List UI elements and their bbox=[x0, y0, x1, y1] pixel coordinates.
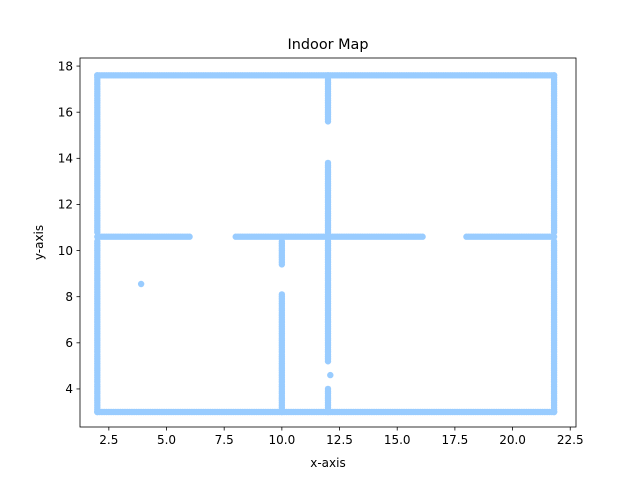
x-axis-ticks: 2.5 5.0 7.5 10.0 12.5 15.0 17.5 20.0 22.5 bbox=[99, 427, 584, 447]
y-tick-label: 18 bbox=[58, 59, 73, 73]
chart-title: Indoor Map bbox=[288, 37, 369, 53]
scatter-point bbox=[94, 72, 101, 79]
x-tick-label: 10.0 bbox=[269, 433, 296, 447]
x-axis-label: x-axis bbox=[310, 456, 345, 470]
scatter-point bbox=[550, 233, 558, 240]
y-tick-label: 14 bbox=[58, 152, 73, 166]
x-tick-label: 15.0 bbox=[384, 433, 411, 447]
x-tick-label: 7.5 bbox=[215, 433, 234, 447]
scatter-point bbox=[550, 72, 558, 79]
y-axis-ticks: 4 6 8 10 12 14 16 18 bbox=[58, 59, 80, 396]
y-axis-label: y-axis bbox=[32, 225, 46, 260]
scatter-point bbox=[186, 233, 193, 240]
x-tick-label: 17.5 bbox=[442, 433, 469, 447]
scatter-point bbox=[278, 238, 286, 245]
scatter-point bbox=[137, 280, 145, 288]
plot-frame bbox=[79, 57, 577, 428]
scatter-points bbox=[94, 72, 558, 416]
y-tick-label: 4 bbox=[65, 382, 73, 396]
scatter-point bbox=[327, 371, 334, 379]
x-tick-label: 2.5 bbox=[99, 433, 118, 447]
y-tick-label: 12 bbox=[58, 198, 73, 212]
y-tick-label: 16 bbox=[58, 105, 73, 119]
scatter-point bbox=[278, 291, 286, 298]
x-tick-label: 22.5 bbox=[557, 433, 584, 447]
x-tick-label: 20.0 bbox=[499, 433, 526, 447]
y-tick-label: 8 bbox=[65, 290, 73, 304]
scatter-point bbox=[324, 72, 332, 79]
y-tick-label: 10 bbox=[58, 244, 73, 258]
scatter-point bbox=[324, 385, 332, 393]
x-tick-label: 12.5 bbox=[326, 433, 353, 447]
y-tick-label: 6 bbox=[65, 336, 73, 350]
x-tick-label: 5.0 bbox=[157, 433, 176, 447]
scatter-point bbox=[419, 233, 426, 240]
scatter-point bbox=[324, 159, 332, 167]
